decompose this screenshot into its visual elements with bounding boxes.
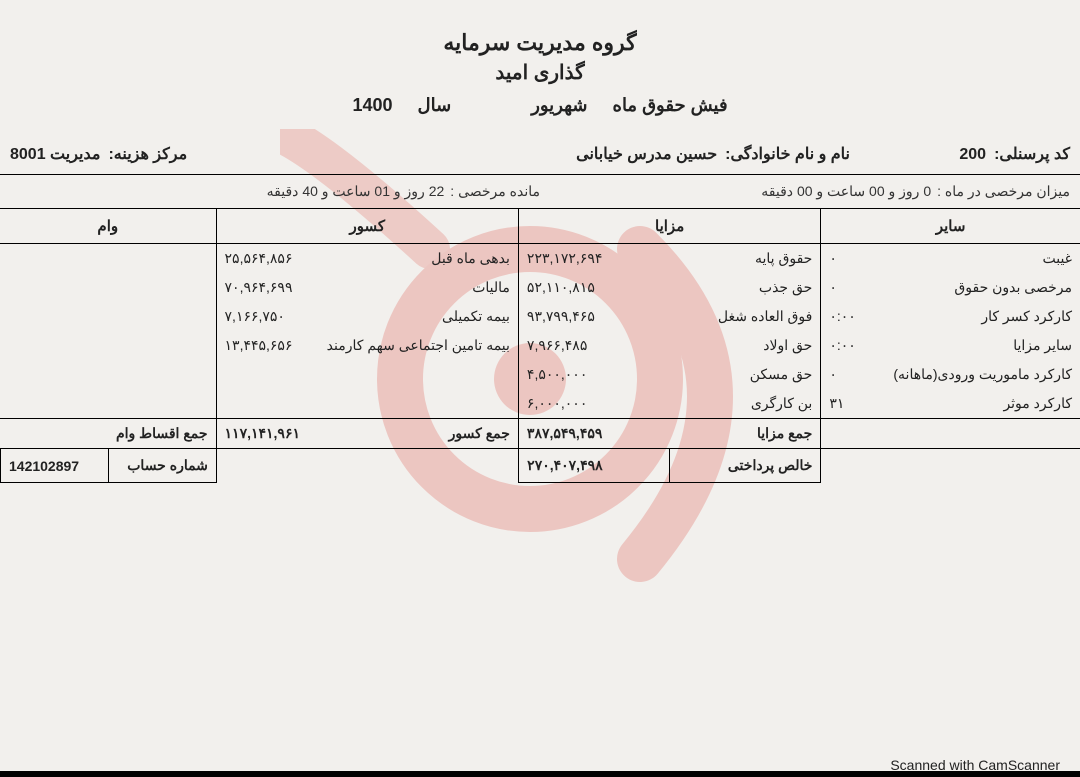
benefit-label: بن کارگری	[656, 389, 821, 419]
year: 1400	[352, 95, 392, 115]
loan-value	[0, 244, 28, 274]
other-value: ۰	[821, 360, 868, 389]
loan-label	[28, 244, 216, 274]
table-row: مرخصی بدون حقوق۰حق جذب۵۲,۱۱۰,۸۱۵مالیات۷۰…	[0, 273, 1080, 302]
col-deductions: کسور	[216, 209, 518, 244]
other-value: ۰:۰۰	[821, 331, 868, 360]
col-benefits: مزایا	[518, 209, 820, 244]
year-label: سال	[418, 95, 452, 115]
col-other: سایر	[821, 209, 1080, 244]
other-label: مرخصی بدون حقوق	[868, 273, 1080, 302]
loan-label	[28, 331, 216, 360]
loan-value	[0, 273, 28, 302]
totals-benefits-val: ۳۸۷,۵۴۹,۴۵۹	[518, 419, 655, 449]
table-row: کارکرد ماموریت ورودی(ماهانه)۰حق مسکن۴,۵۰…	[0, 360, 1080, 389]
bottom-bar	[0, 771, 1080, 777]
table-row: کارکرد موثر۳۱بن کارگری۶,۰۰۰,۰۰۰	[0, 389, 1080, 419]
code-label: کد پرسنلی:	[994, 144, 1070, 164]
deduction-label	[311, 360, 518, 389]
name: حسین مدرس خیابانی	[576, 144, 717, 164]
deduction-value: ۱۳,۴۴۵,۶۵۶	[216, 331, 311, 360]
other-label: کارکرد کسر کار	[868, 302, 1080, 331]
benefit-label: حق مسکن	[656, 360, 821, 389]
company-name-2: گذاری امید	[0, 60, 1080, 85]
totals-loan-label: جمع اقساط وام	[28, 419, 216, 449]
loan-label	[28, 360, 216, 389]
deduction-label: بیمه تامین اجتماعی سهم کارمند	[311, 331, 518, 360]
deduction-label: بدهی ماه قبل	[311, 244, 518, 274]
deduction-label: بیمه تکمیلی	[311, 302, 518, 331]
benefit-value: ۲۲۳,۱۷۲,۶۹۴	[518, 244, 655, 274]
loan-label	[28, 273, 216, 302]
loan-label	[28, 302, 216, 331]
leave-row: میزان مرخصی در ماه : 0 روز و 00 ساعت و 0…	[0, 175, 1080, 209]
totals-deductions-label: جمع کسور	[311, 419, 518, 449]
deduction-value: ۲۵,۵۶۴,۸۵۶	[216, 244, 311, 274]
other-label: کارکرد ماموریت ورودی(ماهانه)	[868, 360, 1080, 389]
benefit-value: ۴,۵۰۰,۰۰۰	[518, 360, 655, 389]
totals-row: جمع مزایا ۳۸۷,۵۴۹,۴۵۹ جمع کسور ۱۱۷,۱۴۱,۹…	[0, 419, 1080, 449]
other-label: کارکرد موثر	[868, 389, 1080, 419]
totals-loan-val	[0, 419, 28, 449]
loan-value	[0, 360, 28, 389]
other-label: سایر مزایا	[868, 331, 1080, 360]
deduction-value: ۷,۱۶۶,۷۵۰	[216, 302, 311, 331]
net-val: ۲۷۰,۴۰۷,۴۹۸	[519, 449, 670, 483]
code: 200	[959, 146, 986, 164]
benefit-value: ۵۲,۱۱۰,۸۱۵	[518, 273, 655, 302]
deduction-label: مالیات	[311, 273, 518, 302]
other-value: ۰	[821, 244, 868, 274]
benefit-value: ۶,۰۰۰,۰۰۰	[518, 389, 655, 419]
other-label: غیبت	[868, 244, 1080, 274]
cost: مدیریت 8001	[10, 144, 100, 164]
loan-value	[0, 331, 28, 360]
col-loan: وام	[0, 209, 216, 244]
table-row: کارکرد کسر کار۰:۰۰فوق العاده شغل۹۳,۷۹۹,۴…	[0, 302, 1080, 331]
month: شهریور	[531, 95, 587, 115]
acct-val: 142102897	[1, 449, 109, 483]
leave-remain-label: مانده مرخصی :	[450, 183, 540, 200]
loan-value	[0, 302, 28, 331]
deduction-value	[216, 360, 311, 389]
leave-month-val: 0 روز و 00 ساعت و 00 دقیقه	[761, 183, 931, 200]
benefit-label: حق اولاد	[656, 331, 821, 360]
loan-label	[28, 389, 216, 419]
title-row: فیش حقوق ماه شهریور سال 1400	[0, 95, 1080, 116]
other-value: ۳۱	[821, 389, 868, 419]
table-row: غیبت۰حقوق پایه۲۲۳,۱۷۲,۶۹۴بدهی ماه قبل۲۵,…	[0, 244, 1080, 274]
leave-remain-val: 22 روز و 01 ساعت و 40 دقیقه	[267, 183, 445, 200]
totals-benefits-label: جمع مزایا	[656, 419, 821, 449]
benefit-value: ۷,۹۶۶,۴۸۵	[518, 331, 655, 360]
payslip-label: فیش حقوق ماه	[613, 95, 728, 115]
loan-value	[0, 389, 28, 419]
totals-deductions-val: ۱۱۷,۱۴۱,۹۶۱	[216, 419, 311, 449]
deduction-value: ۷۰,۹۶۴,۶۹۹	[216, 273, 311, 302]
deduction-value	[216, 389, 311, 419]
company-name-1: گروه مدیریت سرمایه	[0, 30, 1080, 56]
name-label: نام و نام خانوادگی:	[725, 144, 850, 164]
net-label: خالص پرداختی	[670, 449, 821, 483]
cost-label: مرکز هزینه:	[108, 144, 187, 164]
main-table: سایر مزایا کسور وام غیبت۰حقوق پایه۲۲۳,۱۷…	[0, 209, 1080, 449]
other-value: ۰:۰۰	[821, 302, 868, 331]
info-row: کد پرسنلی: 200 نام و نام خانوادگی: حسین …	[0, 134, 1080, 175]
benefit-label: حقوق پایه	[656, 244, 821, 274]
leave-month-label: میزان مرخصی در ماه :	[937, 183, 1070, 200]
other-value: ۰	[821, 273, 868, 302]
table-row: سایر مزایا۰:۰۰حق اولاد۷,۹۶۶,۴۸۵بیمه تامی…	[0, 331, 1080, 360]
benefit-value: ۹۳,۷۹۹,۴۶۵	[518, 302, 655, 331]
benefit-label: حق جذب	[656, 273, 821, 302]
benefit-label: فوق العاده شغل	[656, 302, 821, 331]
deduction-label	[311, 389, 518, 419]
acct-label: شماره حساب	[108, 449, 216, 483]
